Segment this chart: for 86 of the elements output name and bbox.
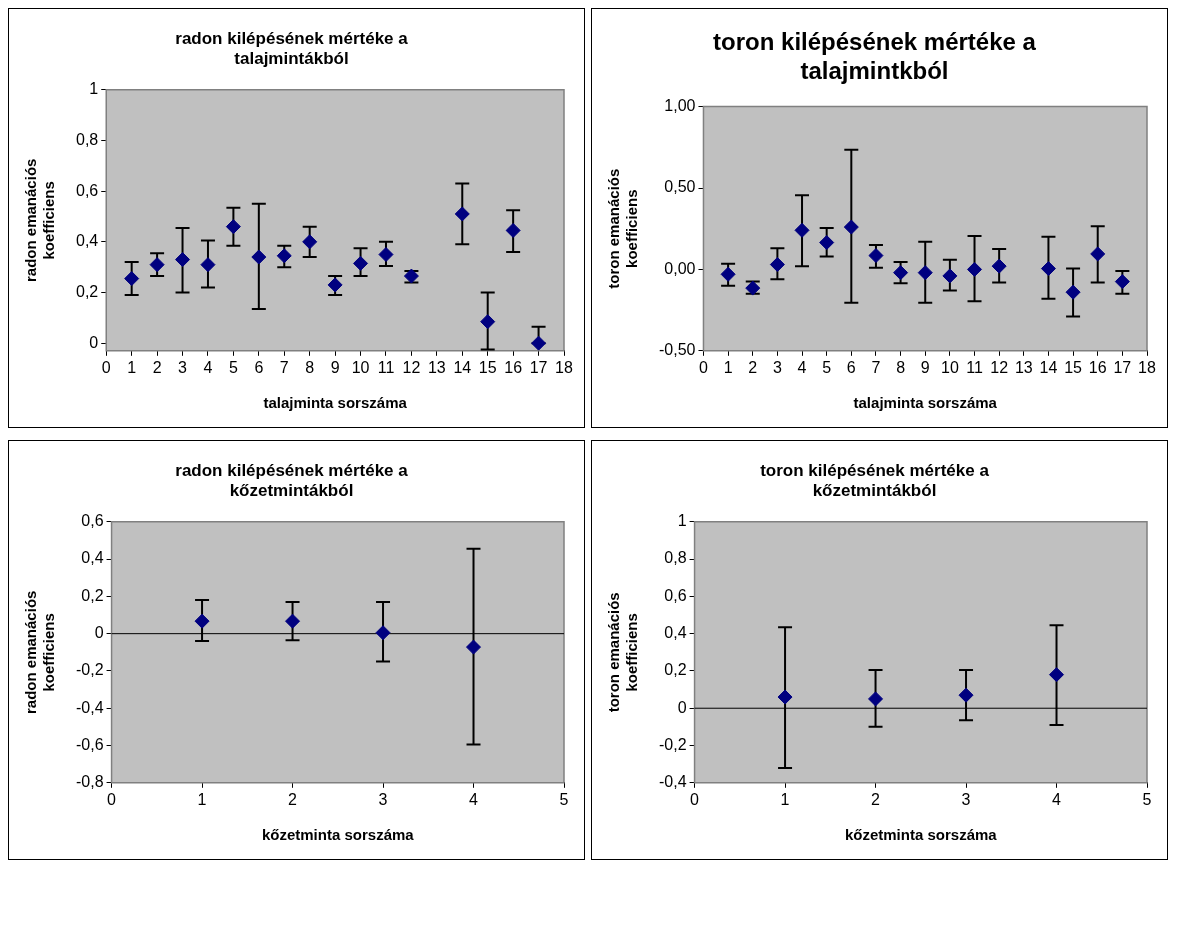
y-tick-label: 0,6	[75, 181, 99, 199]
y-tick-label: 0	[94, 624, 104, 642]
y-axis-title: toron emanációs koefficiens	[605, 592, 641, 713]
x-tick-label: 5	[228, 358, 238, 376]
y-tick-label: 0,4	[81, 549, 104, 567]
x-tick-label: 2	[748, 358, 758, 376]
y-tick-label: -0,8	[75, 773, 104, 791]
x-tick-label: 16	[1088, 358, 1107, 376]
y-tick-label: 0,6	[664, 586, 687, 604]
y-axis-title: radon emanációs koefficiens	[22, 158, 58, 282]
y-tick-label: 1	[89, 80, 99, 98]
x-tick-label: 2	[152, 358, 162, 376]
x-tick-label: 15	[1064, 358, 1083, 376]
y-tick-label: 0,4	[75, 232, 99, 250]
x-tick-label: 16	[504, 358, 523, 376]
chart-title: radon kilépésének mértéke a talajmintákból	[175, 28, 409, 69]
x-tick-label: 5	[822, 358, 832, 376]
x-tick-label: 18	[555, 358, 573, 376]
x-tick-label: 2	[288, 790, 298, 808]
x-tick-label: 1	[780, 790, 790, 808]
y-tick-label: -0,6	[75, 735, 104, 753]
x-tick-label: 13	[1014, 358, 1033, 376]
y-tick-label: -0,4	[658, 773, 687, 791]
x-tick-label: 4	[797, 358, 807, 376]
y-tick-label: -0,2	[658, 735, 687, 753]
y-tick-label: 0,2	[664, 661, 687, 679]
x-tick-label: 6	[846, 358, 856, 376]
y-tick-label: -0,50	[659, 341, 696, 359]
x-axis-title: kőzetminta sorszáma	[844, 826, 998, 844]
x-axis-title: talajminta sorszáma	[853, 394, 998, 412]
x-axis-title: kőzetminta sorszáma	[261, 826, 415, 844]
x-tick-label: 9	[920, 358, 930, 376]
x-tick-label: 1	[127, 358, 137, 376]
x-tick-label: 5	[1142, 790, 1152, 808]
y-tick-label: 0	[677, 698, 687, 716]
x-tick-label: 10	[940, 358, 959, 376]
chart-title: radon kilépésének mértéke a kőzetmintákból	[175, 460, 409, 501]
x-tick-label: 1	[197, 790, 207, 808]
x-tick-label: 18	[1138, 358, 1156, 376]
x-tick-label: 11	[966, 358, 983, 376]
x-tick-label: 17	[529, 358, 548, 376]
y-axis-title: radon emanációs koefficiens	[22, 590, 58, 714]
x-tick-label: 17	[1113, 358, 1132, 376]
chart-title: toron kilépésének mértéke a kőzetmintákból	[760, 460, 990, 501]
x-axis-title: talajminta sorszáma	[263, 394, 408, 412]
y-tick-label: 0,8	[75, 130, 99, 148]
y-tick-label: 0	[89, 333, 99, 351]
y-tick-label: 0,8	[664, 549, 687, 567]
y-tick-label: 0,6	[81, 512, 104, 530]
x-tick-label: 10	[351, 358, 370, 376]
y-tick-label: 0,50	[664, 178, 696, 196]
y-tick-label: 0,00	[664, 259, 696, 277]
x-tick-label: 4	[469, 790, 479, 808]
x-tick-label: 4	[203, 358, 213, 376]
x-tick-label: 8	[305, 358, 315, 376]
x-tick-label: 7	[871, 358, 881, 376]
x-tick-label: 4	[1052, 790, 1062, 808]
y-tick-label: -0,4	[75, 698, 104, 716]
x-tick-label: 6	[254, 358, 264, 376]
x-tick-label: 14	[453, 358, 472, 376]
x-tick-label: 3	[178, 358, 188, 376]
y-tick-label: 1	[677, 512, 687, 530]
x-tick-label: 3	[961, 790, 971, 808]
x-tick-label: 12	[990, 358, 1009, 376]
x-tick-label: 12	[402, 358, 421, 376]
x-tick-label: 5	[559, 790, 569, 808]
x-tick-label: 14	[1039, 358, 1058, 376]
x-tick-label: 13	[427, 358, 446, 376]
x-tick-label: 7	[279, 358, 289, 376]
y-tick-label: 0,2	[75, 282, 99, 300]
x-tick-label: 0	[107, 790, 117, 808]
x-tick-label: 9	[330, 358, 340, 376]
x-tick-label: 15	[478, 358, 497, 376]
y-tick-label: 1,00	[664, 97, 696, 115]
y-axis-title: toron emanációs koefficiens	[605, 168, 641, 289]
chart-title: toron kilépésének mértéke a talajmintkból	[713, 28, 1037, 84]
x-tick-label: 1	[723, 358, 733, 376]
y-tick-label: 0,4	[664, 624, 687, 642]
x-tick-label: 0	[699, 358, 709, 376]
x-tick-label: 3	[772, 358, 782, 376]
x-tick-label: 8	[896, 358, 906, 376]
x-tick-label: 2	[871, 790, 881, 808]
x-tick-label: 11	[377, 358, 395, 376]
y-tick-label: -0,2	[75, 661, 104, 679]
x-tick-label: 3	[378, 790, 388, 808]
y-tick-label: 0,2	[81, 586, 104, 604]
